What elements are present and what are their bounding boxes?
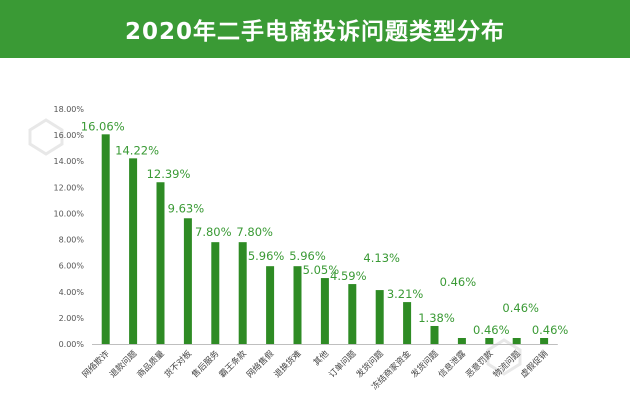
bar — [211, 242, 220, 344]
watermark-logo-left — [28, 118, 64, 156]
bar — [457, 337, 466, 344]
data-label: 9.63% — [168, 201, 205, 215]
bar — [430, 325, 439, 344]
y-tick-label: 10.00% — [53, 209, 84, 218]
category-label: 虚假促销 — [518, 348, 550, 380]
category-label: 网络售假 — [244, 348, 276, 380]
category-label: 网络欺诈 — [80, 348, 112, 380]
title-banner: 2020年二手电商投诉问题类型分布 — [0, 0, 630, 58]
data-label: 0.46% — [440, 275, 477, 289]
bar — [403, 302, 412, 344]
bar — [540, 337, 549, 344]
category-label: 霸王条款 — [217, 348, 249, 380]
bars — [101, 134, 549, 344]
data-label: 4.13% — [363, 251, 400, 265]
bar — [348, 284, 357, 344]
category-label: 货不对板 — [162, 348, 194, 380]
category-label: 商品质量 — [135, 348, 167, 380]
category-label: 信息泄露 — [436, 348, 468, 380]
y-tick-label: 12.00% — [53, 183, 84, 192]
bar — [375, 290, 384, 344]
bar — [293, 266, 302, 344]
y-tick-label: 0.00% — [59, 340, 85, 349]
bar — [183, 218, 192, 344]
bar — [238, 242, 247, 344]
bar — [101, 134, 110, 344]
bar — [129, 158, 138, 344]
category-label: 发货问题 — [409, 348, 441, 380]
bar — [485, 337, 494, 344]
data-label: 0.46% — [502, 301, 539, 315]
bar — [320, 278, 329, 344]
y-tick-label: 4.00% — [59, 288, 85, 297]
y-tick-label: 6.00% — [59, 262, 85, 271]
data-labels: 16.06%14.22%12.39%9.63%7.80% 7.80%5.96% 5.… — [81, 119, 569, 337]
data-label: 12.39% — [147, 167, 191, 181]
data-label: 0.46% — [473, 323, 510, 337]
y-tick-label: 14.00% — [53, 157, 84, 166]
y-tick-label: 18.00% — [53, 105, 84, 114]
chart-area: 0.00% 2.00% 4.00% 6.00% 8.00% 10.00% 12.00% 14.… — [0, 68, 630, 414]
data-label: 1.38% — [418, 311, 455, 325]
page-title: 2020年二手电商投诉问题类型分布 — [124, 19, 505, 45]
category-label: 退换货难 — [272, 348, 304, 380]
category-label: 售后服务 — [190, 348, 222, 380]
y-tick-label: 16.00% — [53, 131, 84, 140]
data-label: 14.22% — [115, 143, 159, 157]
data-label: 3.21% — [387, 287, 424, 301]
bar — [266, 266, 275, 344]
category-label: 退款问题 — [107, 348, 139, 380]
data-label: 7.80% — [236, 225, 273, 239]
y-tick-label: 8.00% — [59, 236, 85, 245]
bar-chart: 0.00% 2.00% 4.00% 6.00% 8.00% 10.00% 12.00% 14.… — [28, 105, 569, 392]
category-label: 订单问题 — [327, 348, 359, 380]
data-label: 4.59% — [330, 269, 367, 283]
data-label: 5.96% — [248, 249, 285, 263]
data-label: 5.96% — [289, 249, 326, 263]
bar — [512, 337, 521, 344]
category-label: 其他 — [311, 348, 331, 368]
data-label: 5.05% — [303, 263, 340, 277]
bar — [156, 182, 165, 344]
data-label: 0.46% — [532, 323, 569, 337]
y-tick-label: 2.00% — [59, 314, 85, 323]
data-label: 16.06% — [81, 119, 125, 133]
y-axis: 0.00% 2.00% 4.00% 6.00% 8.00% 10.00% 12.00% 14.… — [53, 105, 84, 349]
data-label: 7.80% — [195, 225, 232, 239]
watermark-logo-right — [486, 338, 522, 376]
